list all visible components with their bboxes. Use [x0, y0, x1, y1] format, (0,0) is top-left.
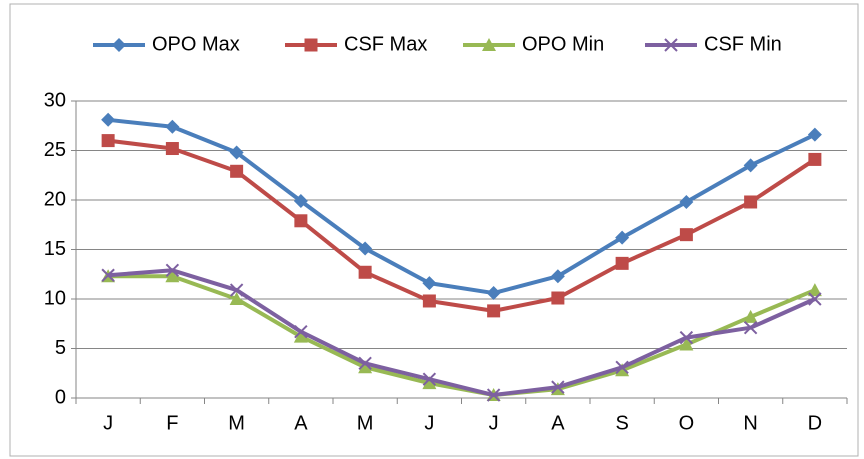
point-marker [165, 263, 180, 277]
y-tick-label: 5 [55, 337, 66, 359]
point-marker [679, 330, 694, 345]
point-marker [744, 195, 758, 209]
x-tick-label: D [808, 412, 822, 434]
point-marker [679, 228, 693, 242]
legend-label: OPO Min [522, 33, 604, 55]
x-tick-label: A [551, 412, 565, 434]
legend-item: CSF Min [645, 33, 782, 55]
series-line [107, 268, 816, 398]
legend-marker [482, 38, 496, 51]
point-marker [101, 268, 115, 282]
x-tick-label: J [424, 412, 434, 434]
point-marker [808, 152, 822, 166]
point-marker [229, 283, 244, 297]
legend-label: CSF Min [704, 33, 782, 55]
point-marker [422, 376, 437, 390]
legend-item: CSF Max [285, 33, 427, 55]
point-marker [743, 309, 758, 323]
legend-label: CSF Max [344, 33, 427, 55]
legend-marker [664, 38, 678, 52]
point-marker [743, 158, 758, 173]
point-marker [807, 127, 822, 142]
x-tick-label: J [489, 412, 499, 434]
y-tick-label: 10 [44, 287, 66, 309]
x-tick-label: M [228, 412, 245, 434]
point-marker [422, 276, 437, 291]
point-marker [808, 292, 822, 306]
point-marker [807, 283, 822, 297]
point-marker [229, 292, 244, 305]
point-marker [551, 380, 565, 394]
x-tick-label: M [357, 412, 374, 434]
point-marker [615, 256, 629, 270]
y-tick-label: 25 [44, 139, 66, 161]
x-tick-label: O [679, 412, 695, 434]
series-line [107, 138, 816, 313]
x-tick-label: F [166, 412, 178, 434]
point-marker [229, 145, 244, 160]
y-tick-label: 15 [44, 238, 66, 260]
point-marker [358, 356, 372, 371]
point-marker [486, 286, 501, 301]
point-marker [293, 193, 308, 208]
legend-item: OPO Max [93, 33, 240, 55]
point-marker [679, 337, 694, 351]
point-marker [230, 164, 244, 178]
series-line [107, 117, 816, 296]
x-tick-label: N [743, 412, 757, 434]
point-marker [615, 363, 630, 377]
point-marker [487, 304, 501, 318]
x-tick-label: J [103, 412, 113, 434]
point-marker [550, 269, 565, 284]
point-marker [101, 134, 115, 148]
legend-label: OPO Max [152, 33, 240, 55]
x-tick-label: A [294, 412, 308, 434]
y-tick-label: 30 [44, 89, 66, 111]
point-marker [294, 324, 308, 339]
point-marker [165, 269, 180, 283]
y-tick-label: 20 [44, 188, 66, 210]
point-marker [743, 321, 758, 335]
point-marker [358, 360, 373, 374]
point-marker [165, 142, 179, 156]
point-marker [422, 372, 437, 386]
legend-marker [112, 38, 126, 52]
point-marker [679, 194, 694, 209]
point-marker [293, 329, 308, 343]
point-marker [486, 388, 501, 402]
point-marker [615, 230, 630, 245]
point-marker [165, 119, 180, 134]
point-marker [101, 112, 116, 127]
x-tick-label: S [615, 412, 628, 434]
legend-item: OPO Min [463, 33, 604, 55]
point-marker [358, 265, 372, 279]
y-tick-label: 0 [55, 386, 66, 408]
point-marker [615, 360, 629, 375]
point-marker [294, 214, 308, 228]
legend-marker [304, 38, 318, 52]
point-marker [358, 241, 373, 256]
point-marker [551, 291, 565, 305]
point-marker [422, 294, 436, 308]
